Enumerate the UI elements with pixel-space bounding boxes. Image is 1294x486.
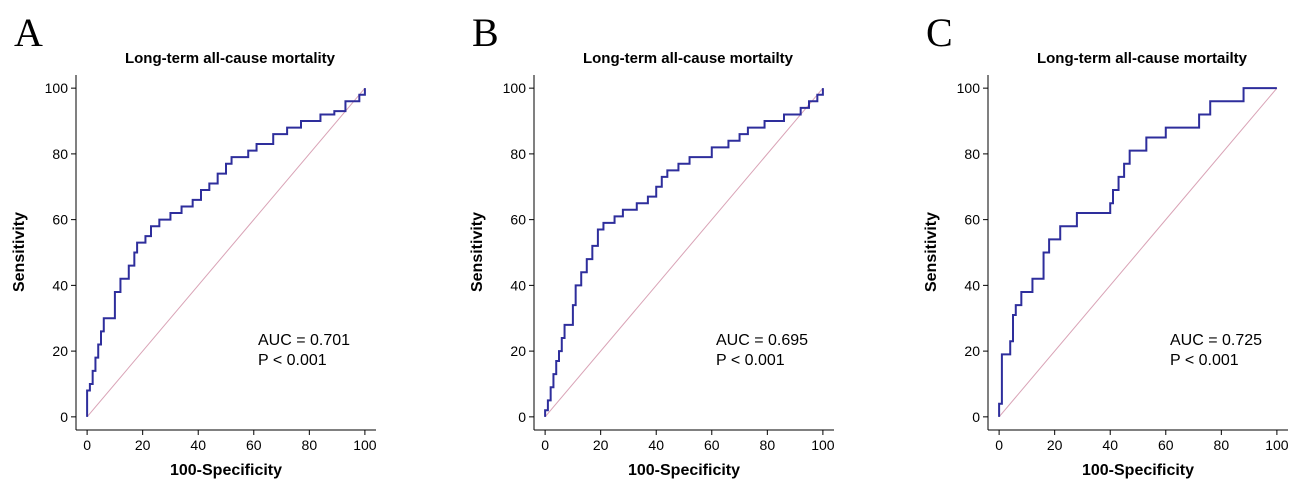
annotation: P < 0.001: [258, 352, 327, 369]
y-tick-label: 20: [52, 343, 68, 359]
x-tick-label: 20: [135, 437, 151, 453]
y-tick-label: 60: [510, 212, 526, 228]
x-axis-label: 100-Specificity: [628, 462, 740, 479]
annotation: AUC = 0.695: [716, 332, 808, 349]
y-tick-label: 0: [972, 409, 980, 425]
annotation: P < 0.001: [716, 352, 785, 369]
x-tick-label: 40: [190, 437, 206, 453]
x-tick-label: 40: [648, 437, 664, 453]
x-tick-label: 80: [760, 437, 776, 453]
y-tick-label: 40: [964, 277, 980, 293]
y-axis-label: Sensitivity: [469, 212, 486, 292]
roc-line: [544, 88, 824, 417]
annotation: AUC = 0.701: [258, 332, 350, 349]
x-axis-label: 100-Specificity: [170, 462, 282, 479]
panel-label: C: [926, 10, 953, 55]
x-tick-label: 0: [995, 437, 1003, 453]
y-tick-label: 40: [52, 277, 68, 293]
panel-label: A: [14, 10, 43, 55]
y-tick-label: 40: [510, 277, 526, 293]
y-tick-label: 80: [52, 146, 68, 162]
roc-line: [86, 87, 366, 418]
y-tick-label: 60: [964, 212, 980, 228]
x-tick-label: 20: [593, 437, 609, 453]
x-tick-label: 60: [704, 437, 720, 453]
y-axis-label: Sensitivity: [11, 212, 28, 292]
y-axis-label: Sensitivity: [923, 212, 940, 292]
x-tick-label: 80: [1214, 437, 1230, 453]
chart-title: Long-term all-cause mortailty: [1037, 50, 1248, 67]
x-tick-label: 80: [302, 437, 318, 453]
chart-panel: 0 20 40 60 80 100 0 20 40 60 80 100 C Long-term all-c…: [923, 10, 1289, 479]
roc-line: [86, 88, 366, 417]
x-tick-label: 0: [83, 437, 91, 453]
x-tick-label: 60: [1158, 437, 1174, 453]
y-tick-label: 60: [52, 212, 68, 228]
x-tick-label: 60: [246, 437, 262, 453]
y-tick-label: 0: [518, 409, 526, 425]
y-tick-label: 80: [964, 146, 980, 162]
y-tick-label: 100: [45, 80, 69, 96]
y-tick-label: 20: [510, 343, 526, 359]
x-tick-label: 20: [1047, 437, 1063, 453]
roc-line: [998, 87, 1278, 418]
x-tick-label: 0: [541, 437, 549, 453]
panel-label: B: [472, 10, 499, 55]
roc-line: [544, 87, 824, 418]
x-tick-label: 100: [353, 437, 377, 453]
chart-panel: 0 20 40 60 80 100 0 20 40 60 80 100 B Long-term all-c…: [469, 10, 835, 479]
x-axis-label: 100-Specificity: [1082, 462, 1194, 479]
y-tick-label: 0: [60, 409, 68, 425]
chart-panel: 0 20 40 60 80 100 0 20 40 60 80 100 A Long-term all-c…: [11, 10, 377, 479]
y-tick-label: 100: [503, 80, 527, 96]
y-tick-label: 80: [510, 146, 526, 162]
y-tick-label: 100: [957, 80, 981, 96]
chart-title: Long-term all-cause mortality: [125, 50, 336, 67]
x-tick-label: 100: [1265, 437, 1289, 453]
chart-title: Long-term all-cause mortailty: [583, 50, 794, 67]
annotation: AUC = 0.725: [1170, 332, 1262, 349]
annotation: P < 0.001: [1170, 352, 1239, 369]
x-tick-label: 100: [811, 437, 835, 453]
x-tick-label: 40: [1102, 437, 1118, 453]
y-tick-label: 20: [964, 343, 980, 359]
roc-line: [998, 87, 1277, 417]
